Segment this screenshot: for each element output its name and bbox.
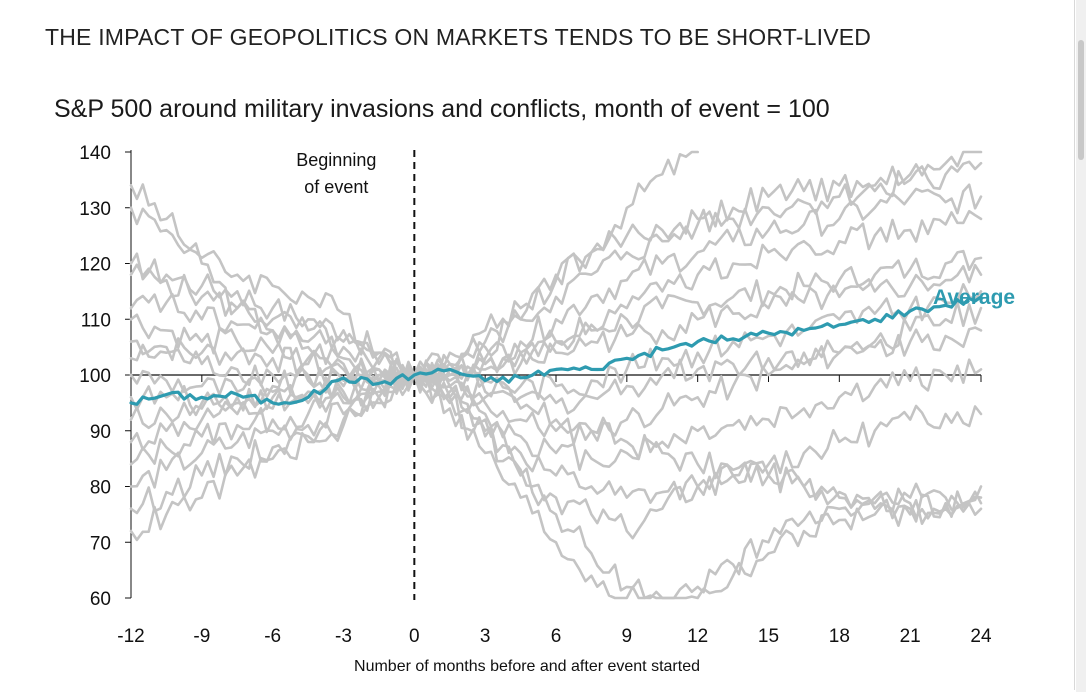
x-tick-label: 9 <box>622 626 633 647</box>
x-tick-label: -9 <box>193 626 210 647</box>
y-tick-label: 140 <box>79 143 111 164</box>
event-series-line <box>129 283 983 401</box>
y-tick-label: 60 <box>90 589 111 610</box>
x-tick-label: 12 <box>687 626 708 647</box>
event-annotation-line2: of event <box>304 177 368 197</box>
x-tick-label: -3 <box>335 626 352 647</box>
event-series-line <box>129 150 983 385</box>
event-series-line <box>129 358 983 471</box>
event-series-line <box>129 160 983 386</box>
x-tick-label: 6 <box>551 626 562 647</box>
x-tick-label: 3 <box>480 626 491 647</box>
average-series-layer <box>129 295 983 406</box>
x-tick-label: 21 <box>900 626 921 647</box>
scrollbar[interactable] <box>1076 0 1086 692</box>
labels-layer: 140 130 120 110 100 90 80 70 60 -12 -9 -6 -3 0 3 6 9 12 15… <box>79 143 1015 675</box>
event-series-line <box>129 373 983 600</box>
chart-title: S&P 500 around military invasions and co… <box>54 95 830 123</box>
y-tick-label: 70 <box>90 533 111 554</box>
event-series-line <box>129 183 983 387</box>
average-label: Average <box>933 286 1015 309</box>
event-annotation-line1: Beginning <box>296 150 376 170</box>
x-tick-label: -12 <box>117 626 144 647</box>
event-series-line <box>129 363 983 504</box>
headline: THE IMPACT OF GEOPOLITICS ON MARKETS TEN… <box>45 24 872 50</box>
y-tick-label: 120 <box>79 255 111 276</box>
y-tick-label: 130 <box>79 199 111 220</box>
y-tick-label: 100 <box>79 366 111 387</box>
event-series-line <box>129 209 983 380</box>
event-series-line <box>129 367 983 600</box>
y-tick-label: 80 <box>90 478 111 499</box>
x-tick-label: 24 <box>970 626 992 647</box>
x-axis-title: Number of months before and after event … <box>354 658 700 675</box>
event-series-layer <box>129 150 983 600</box>
scrollbar-thumb[interactable] <box>1078 40 1084 160</box>
y-tick-label: 110 <box>81 310 111 331</box>
event-series-line <box>129 300 983 445</box>
y-tick-label: 90 <box>90 422 111 443</box>
event-series-line <box>129 252 983 520</box>
x-tick-label: 15 <box>758 626 779 647</box>
x-tick-label: 0 <box>409 626 420 647</box>
x-tick-label: -6 <box>264 626 281 647</box>
event-series-line <box>129 369 983 540</box>
event-series-line <box>129 263 983 388</box>
x-tick-label: 18 <box>829 626 850 647</box>
average-series-line <box>129 295 983 406</box>
